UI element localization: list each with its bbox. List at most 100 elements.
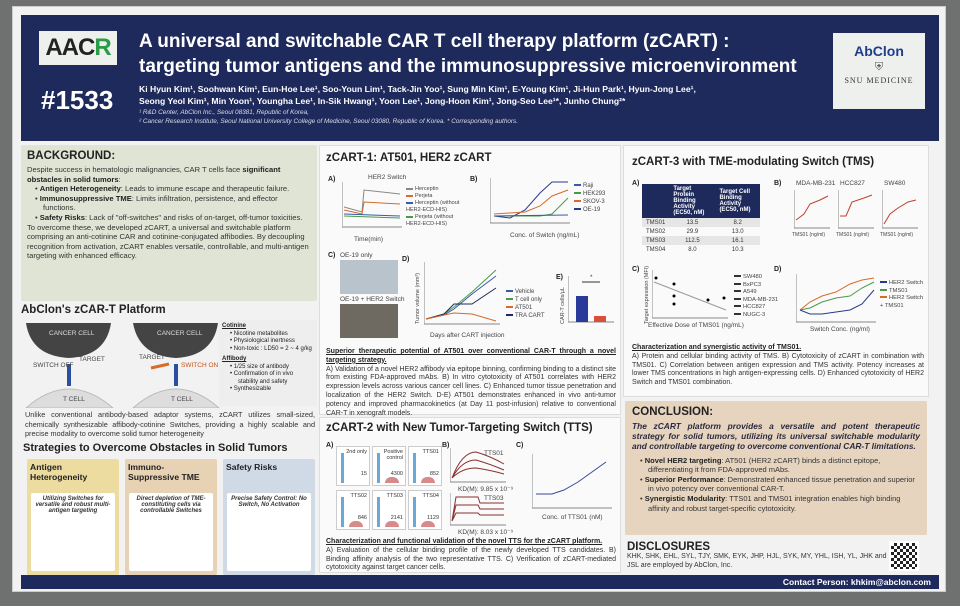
affibody-list: 1/25 size of antibodyConfirmation of in … <box>222 364 314 394</box>
caption-text: A) Validation of a novel HER2 affibody v… <box>326 365 616 417</box>
legend-entry: BxPC3 <box>734 282 778 290</box>
platform-description: Unlike conventional antibody-based adapt… <box>25 410 315 439</box>
contact-person: Contact Person: khkim@abclon.com <box>782 577 931 587</box>
strategy-title: Safety Risks <box>226 462 278 472</box>
histogram-peak <box>421 477 435 483</box>
zcart3-d-cytotoxicity-chart <box>796 274 876 323</box>
strategy-text: Utilizing Switches for versatile and rob… <box>35 496 111 514</box>
legend-swatch <box>734 275 741 278</box>
histogram-panel: 2nd only 15 <box>336 446 370 486</box>
panel-label: A) <box>326 442 334 449</box>
panel-label: D) <box>402 256 410 263</box>
table-cell: 8.0 <box>688 246 697 253</box>
zcart1-d-tumor-volume-chart <box>424 262 500 325</box>
section-heading: CONCLUSION: <box>632 406 714 418</box>
legend-swatch <box>734 305 741 308</box>
zcart3-caption: Characterization and synergistic activit… <box>632 344 924 388</box>
histogram-name: TTS02 <box>350 493 367 499</box>
qr-code-icon[interactable] <box>889 541 919 571</box>
tms-cytotoxicity-chart <box>794 190 830 229</box>
histogram-mfi: 852 <box>429 471 439 477</box>
legend-label: HER2 Switch + TMS01 <box>880 295 924 309</box>
bullet-bold: Synergistic Modularity <box>644 493 726 503</box>
legend-swatch <box>734 290 741 293</box>
bullet-text: : Leads to immune escape and therapeutic… <box>120 184 290 194</box>
histogram-mfi: 4300 <box>390 471 403 477</box>
zcart1-caption: Superior therapeutic potential of AT501 … <box>326 348 616 418</box>
table-cell: 16.1 <box>715 236 760 245</box>
zcart1-b-cytotoxicity-chart <box>490 178 570 224</box>
conclusion-lead: The zCART platform provides a versatile … <box>632 421 920 452</box>
legend-entry: TRA CART <box>506 312 545 320</box>
strategy-title: Immuno-Suppressive TME <box>128 462 200 482</box>
bullet-item: Synergistic Modularity: TTS01 and TMS01 … <box>638 494 920 513</box>
significance-marker: * <box>590 274 593 281</box>
legend-entry: Herceptin (without HER2-ECD-HIS) <box>406 200 468 214</box>
authors-line: Seong Yeol Kim¹, Min Yoon¹, Youngha Lee¹… <box>139 96 626 106</box>
strategy-title: Antigen Heterogeneity <box>30 462 88 482</box>
histogram-name: Positive control <box>383 449 403 461</box>
panel-label: E) <box>556 274 563 281</box>
legend-label: Raji <box>583 183 594 189</box>
bullet-item: Safety Risks: Lack of "off-switches" and… <box>33 213 311 223</box>
bullet-item: Superior Performance: Demonstrated enhan… <box>638 475 920 494</box>
panel-label: B) <box>774 180 782 187</box>
series-label: TTS03 <box>484 495 504 502</box>
legend-label: Perjeta <box>415 193 433 199</box>
legend-entry: TMS01 <box>880 288 928 296</box>
zcart2-caption: Characterization and functional validati… <box>326 538 616 573</box>
legend-label: Herceptin <box>415 186 439 192</box>
bullet-item: Novel HER2 targeting: AT501 (HER2 zCART)… <box>638 456 920 475</box>
histogram-panel: Positive control 4300 <box>372 446 406 486</box>
disclosures-text: KHK, SHK, EHL, SYL, TJY, SMK, EYK, JHP, … <box>627 553 887 569</box>
t-cell-label: T CELL <box>63 396 85 403</box>
strategy-illustration: Utilizing Switches for versatile and rob… <box>31 493 115 571</box>
table-cell: TMS01 <box>642 218 670 227</box>
table-row: TMS03 112.5 16.1 <box>642 236 760 245</box>
legend-swatch <box>880 288 887 291</box>
table-header: Target Cell Binding Activity (EC50, nM) <box>715 184 760 218</box>
bullet-text: : Lack of "off-switches" and risks of on… <box>84 212 303 222</box>
legend-swatch <box>880 296 887 299</box>
legend: Herceptin Perjeta Herceptin (without HER2-… <box>406 186 468 228</box>
legend-label: T cell only <box>515 297 542 303</box>
title-line: targeting tumor antigens and the immunos… <box>139 56 797 77</box>
section-heading: BACKGROUND: <box>27 150 116 162</box>
series-label: TTS01 <box>484 450 504 457</box>
axis-label: Conc. of Switch (ng/mL) <box>510 232 580 239</box>
histogram-name: TTS01 <box>422 449 439 455</box>
kd-label: KD(M): 8.03 x 10⁻⁹ <box>458 529 514 536</box>
legend-swatch <box>574 192 581 195</box>
bullet-bold: Immunosuppressive TME <box>39 193 132 203</box>
histogram-peak <box>385 521 399 527</box>
disclosures-section: DISCLOSURES KHK, SHK, EHL, SYL, TJY, SMK… <box>627 541 897 570</box>
legend-entry: OE-19 <box>574 206 605 214</box>
affiliation: ² Cancer Research Institute, Seoul Natio… <box>139 118 519 125</box>
list-item: Physiological inertness <box>228 338 314 346</box>
cotinine-title: Cotinine <box>222 323 246 329</box>
legend-entry: AT501 <box>506 304 545 312</box>
table-row: TMS02 29.9 13.0 <box>642 227 760 236</box>
zcart2-c-cytotoxicity-chart <box>532 454 612 509</box>
table-cell: 112.5 <box>669 236 716 245</box>
bullet-text: : Demonstrated enhanced tissue penetrati… <box>648 474 915 494</box>
section-heading: zCART-3 with TME-modulating Switch (TMS) <box>632 156 875 168</box>
legend-entry: NUGC-3 <box>734 312 778 320</box>
axis-label: TMS01 (ng/ml) <box>880 232 914 238</box>
section-heading: Strategies to Overcome Obstacles in Soli… <box>23 442 288 454</box>
institution-logos: AbClon ⛨ SNU MEDICINE <box>833 33 925 109</box>
strategy-text: Precise Safety Control: No Switch, No Ac… <box>231 496 307 508</box>
bullet-text: : AT501 (HER2 zCART) binds a distinct ep… <box>648 455 881 475</box>
snu-seal-icon: ⛨ <box>874 61 884 73</box>
table-cell: TMS02 <box>646 228 666 235</box>
axis-label: Effective Dose of TMS01 (ng/mL) <box>648 322 744 329</box>
axis-label: Time(min) <box>354 236 384 243</box>
legend-swatch <box>506 290 513 293</box>
histogram-peak <box>341 497 344 527</box>
intro-bold: significant obstacles in solid tumors <box>27 165 281 184</box>
her2-switch-label: HER2 Switch <box>368 174 407 181</box>
histogram-name: TTS03 <box>386 493 403 499</box>
strategy-card: Immuno-Suppressive TME Direct depletion o… <box>125 459 217 575</box>
histogram-peak <box>377 497 380 527</box>
poster: AACR #1533 A universal and switchable CA… <box>12 6 946 592</box>
